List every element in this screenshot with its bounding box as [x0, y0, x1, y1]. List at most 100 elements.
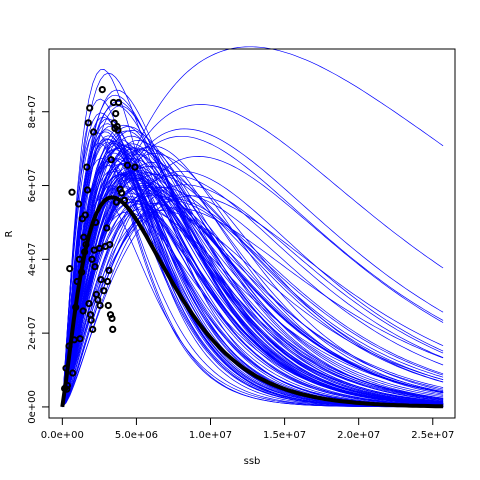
y-tick-label: 4e+07	[27, 243, 38, 277]
observation-point	[68, 188, 76, 196]
observation-point	[95, 244, 104, 252]
observation-point	[113, 122, 121, 131]
observation-point	[103, 277, 112, 286]
x-tick-label: 1.5e+07	[263, 430, 306, 441]
observation-point	[105, 266, 113, 274]
simulated-curve	[61, 178, 444, 407]
observation-point	[73, 277, 81, 286]
observation-point	[96, 301, 104, 310]
simulated-curve	[61, 172, 444, 407]
simulated-curve	[62, 198, 444, 408]
observation-point	[87, 316, 95, 324]
observations	[61, 86, 139, 393]
x-axis-title: ssb	[244, 456, 261, 467]
observation-point	[66, 265, 74, 273]
observation-point	[104, 301, 112, 310]
simulated-curve	[61, 186, 444, 407]
simulated-curve	[61, 170, 444, 408]
observation-point	[69, 369, 77, 377]
simulated-curve	[61, 149, 444, 408]
simulated-curve	[61, 147, 444, 407]
observation-point	[82, 241, 90, 249]
simulated-curve	[62, 184, 444, 408]
observation-point	[81, 211, 89, 219]
observation-point	[89, 128, 98, 136]
y-axis: 0e+00 2e+07 4e+07 6e+07 8e+07	[27, 95, 50, 424]
simulated-curve	[61, 144, 444, 407]
simulated-curve	[61, 174, 444, 408]
x-tick-label: 5.0e+06	[115, 430, 158, 441]
observation-point	[72, 303, 80, 311]
x-tick-label: 2.0e+07	[337, 430, 380, 441]
simulated-curve	[61, 187, 444, 408]
observation-point	[121, 196, 129, 204]
simulated-curve	[61, 184, 444, 407]
x-tick-label: 2.5e+07	[411, 430, 454, 441]
simulated-curve	[61, 169, 444, 407]
x-axis: 0.0e+00 5.0e+06 1.0e+07 1.5e+07 2.0e+07 2.5e+…	[41, 417, 454, 441]
simulated-curve	[61, 101, 444, 407]
simulated-curve	[61, 147, 444, 407]
observation-point	[89, 325, 97, 333]
observation-point	[106, 241, 114, 249]
simulated-curve	[61, 105, 444, 407]
observation-point	[80, 233, 88, 241]
simulated-curve	[61, 166, 444, 407]
observation-point	[63, 385, 71, 393]
y-tick-label: 8e+07	[27, 95, 38, 129]
observation-point	[75, 200, 83, 208]
observation-point	[118, 189, 126, 197]
observation-point	[131, 163, 139, 171]
simulated-curve	[61, 143, 444, 408]
observation-point	[83, 163, 91, 171]
y-tick-label: 0e+00	[27, 390, 38, 424]
observation-point	[115, 98, 123, 107]
x-tick-label: 1.0e+07	[189, 430, 232, 441]
simulated-curve	[61, 177, 444, 408]
observation-point	[76, 335, 84, 343]
y-axis-title: R	[4, 230, 15, 237]
simulated-curve	[62, 194, 444, 408]
observation-point	[114, 126, 122, 134]
observation-point	[98, 86, 106, 94]
observation-point	[81, 248, 89, 256]
simulated-curve	[62, 195, 444, 408]
observation-point	[94, 296, 102, 304]
observation-point	[79, 307, 87, 315]
simulated-curve	[61, 156, 444, 408]
observation-point	[112, 198, 121, 206]
observation-point	[86, 104, 94, 112]
observation-point	[123, 161, 132, 169]
observation-point	[63, 381, 72, 390]
observation-point	[84, 119, 92, 127]
observation-point	[107, 156, 115, 164]
x-tick-label: 0.0e+00	[41, 430, 84, 441]
simulated-curve	[61, 207, 444, 408]
observation-point	[97, 276, 105, 284]
observation-point	[108, 314, 116, 322]
y-tick-label: 6e+07	[27, 169, 38, 203]
simulated-curve	[61, 203, 444, 408]
simulated-curve	[61, 210, 444, 408]
observation-point	[65, 342, 73, 350]
y-tick-label: 2e+07	[27, 316, 38, 350]
simulated-curve	[61, 186, 444, 408]
simulated-curve	[62, 200, 444, 408]
observation-point	[103, 224, 111, 232]
mean-curve	[60, 195, 444, 409]
observation-point	[85, 300, 93, 308]
simulated-curve	[61, 131, 444, 408]
observation-point	[100, 287, 108, 295]
observation-point	[83, 186, 92, 194]
observation-point	[112, 110, 120, 118]
observation-point	[92, 218, 100, 226]
observation-point	[109, 325, 117, 333]
simulated-curve	[61, 170, 444, 408]
observation-point	[78, 268, 86, 276]
observation-point	[75, 255, 84, 263]
mean-curve-layer	[60, 195, 444, 409]
observation-point	[88, 255, 96, 263]
observation-point	[62, 364, 70, 372]
observation-point	[91, 263, 99, 271]
